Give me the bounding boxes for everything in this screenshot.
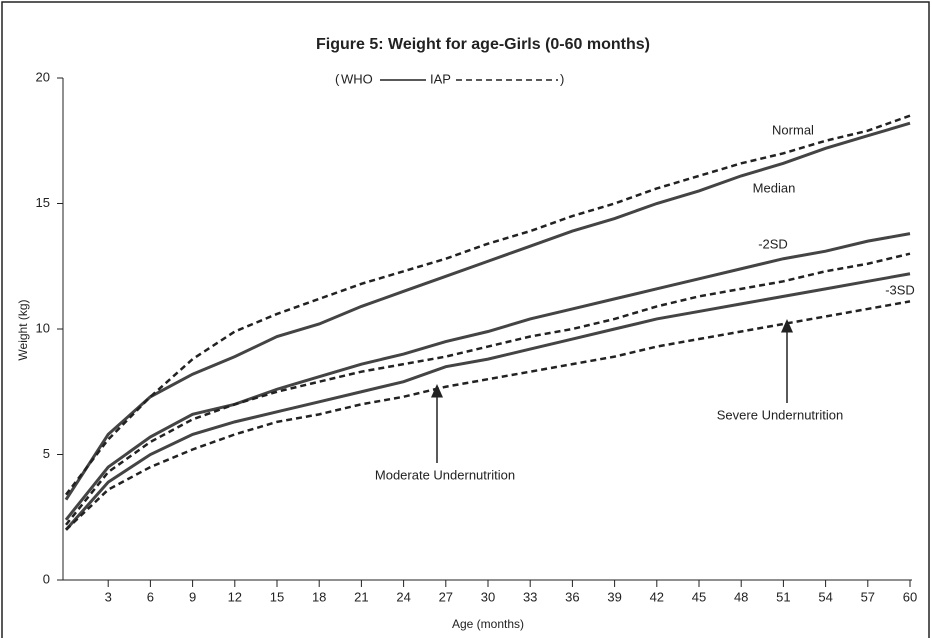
y-axis-label: Weight (kg)	[16, 299, 30, 360]
x-tick-label: 42	[650, 589, 664, 604]
series-label: Moderate Undernutrition	[375, 467, 515, 482]
x-tick-label: 6	[147, 589, 154, 604]
y-tick-label: 5	[43, 446, 50, 461]
series-line	[65, 252, 911, 526]
x-tick-label: 57	[861, 589, 875, 604]
x-tick-label: 39	[607, 589, 621, 604]
x-tick-label: 30	[481, 589, 495, 604]
chart-title: Figure 5: Weight for age-Girls (0-60 mon…	[316, 36, 650, 53]
series-line	[64, 121, 911, 501]
legend-bracket: (	[335, 71, 340, 86]
x-tick-label: 18	[312, 589, 326, 604]
x-tick-label: 21	[354, 589, 368, 604]
y-tick-label: 20	[36, 69, 50, 84]
x-tick-label: 36	[565, 589, 579, 604]
x-tick-label: 15	[270, 589, 284, 604]
legend-bracket: )	[560, 71, 564, 86]
x-tick-label: 45	[692, 589, 706, 604]
x-tick-label: 48	[734, 589, 748, 604]
x-tick-label: 54	[818, 589, 832, 604]
x-tick-label: 27	[439, 589, 453, 604]
x-tick-label: 9	[189, 589, 196, 604]
series-label: Median	[753, 180, 796, 195]
series-line	[65, 300, 911, 531]
series-line	[65, 114, 911, 496]
series-label: -3SD	[885, 282, 915, 297]
series-label: -2SD	[758, 236, 788, 251]
x-tick-label: 60	[903, 589, 917, 604]
x-tick-label: 33	[523, 589, 537, 604]
y-tick-label: 15	[36, 195, 50, 210]
y-tick-label: 10	[36, 320, 50, 335]
series-line	[64, 232, 911, 521]
series-label: Severe Undernutrition	[717, 407, 843, 422]
series-label: Normal	[772, 122, 814, 137]
x-tick-label: 51	[776, 589, 790, 604]
x-axis-label: Age (months)	[452, 617, 524, 631]
x-tick-label: 24	[396, 589, 410, 604]
series-line	[64, 272, 911, 531]
x-tick-label: 3	[105, 589, 112, 604]
legend-label: IAP	[430, 71, 451, 86]
legend-label: WHO	[341, 71, 373, 86]
x-tick-label: 12	[228, 589, 242, 604]
y-tick-label: 0	[43, 571, 50, 586]
